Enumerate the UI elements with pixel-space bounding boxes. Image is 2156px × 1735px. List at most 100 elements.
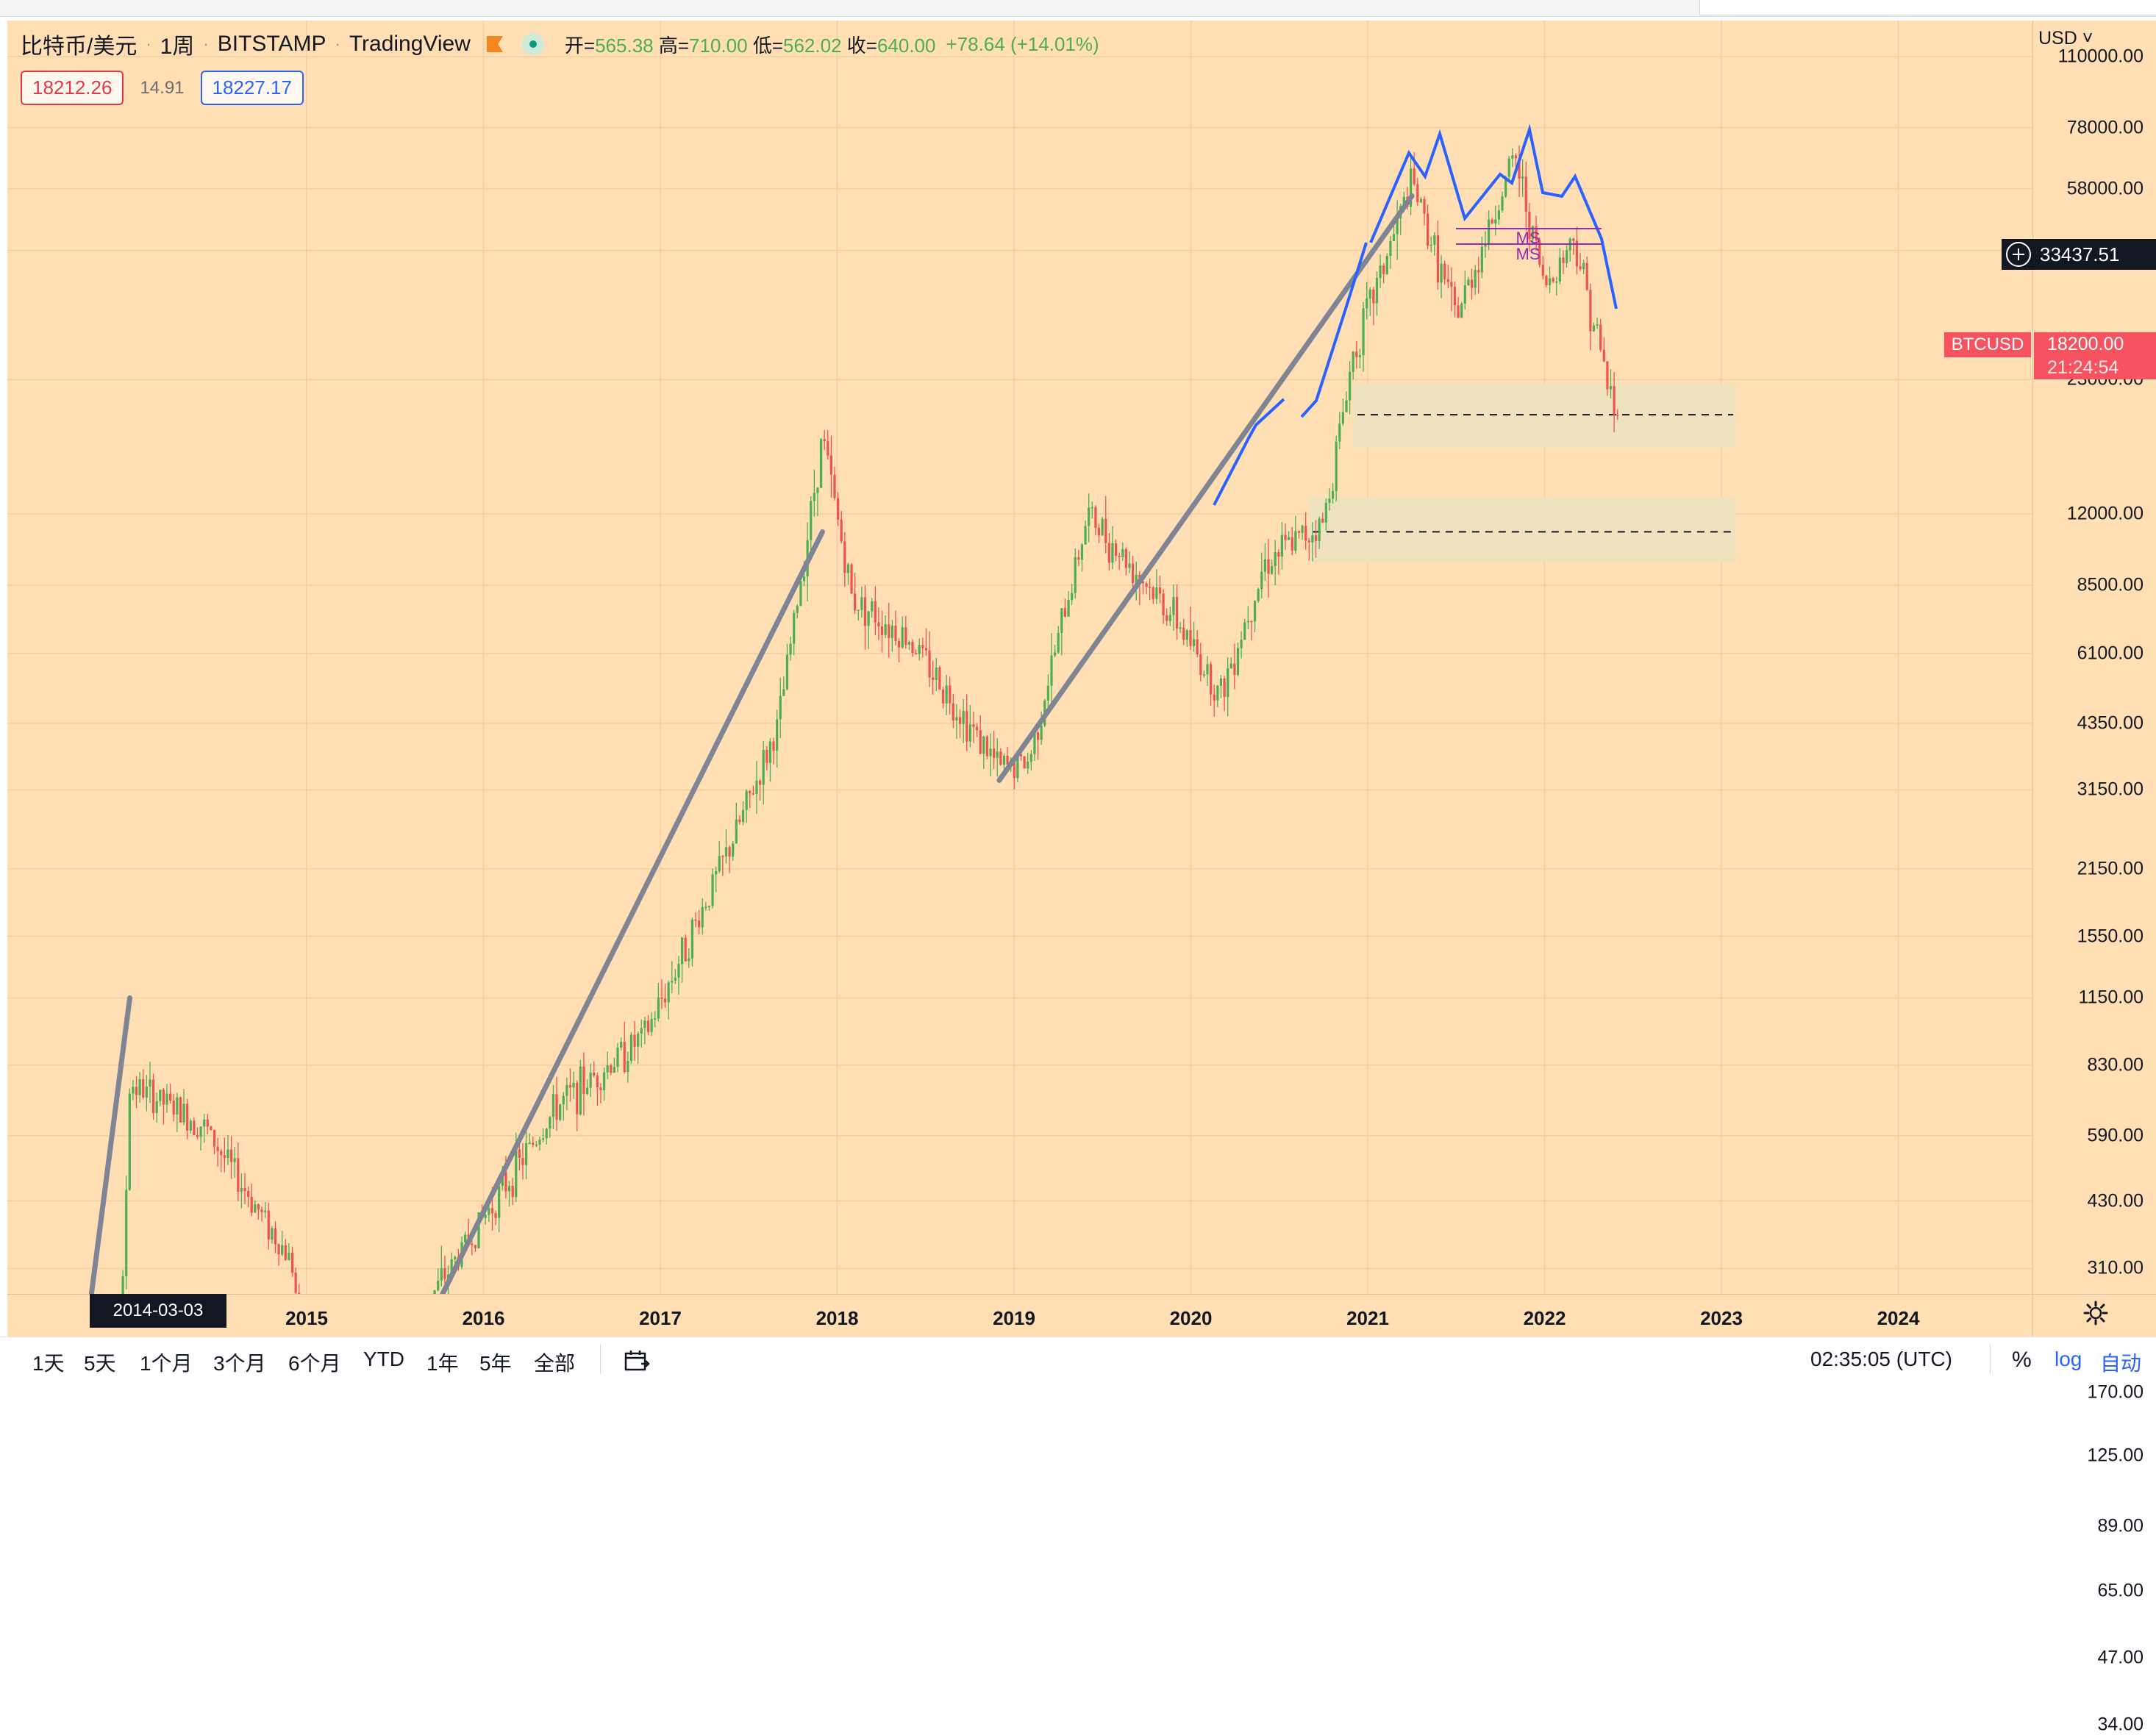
candle-body (871, 601, 874, 612)
candle-body (1331, 491, 1335, 499)
candlestick-chart[interactable]: MS MS (7, 21, 2032, 1294)
candle-body (474, 1245, 477, 1248)
candle-body (1071, 593, 1074, 600)
candle-body (1158, 587, 1162, 594)
candle-body (443, 1267, 446, 1279)
candle-body (1474, 270, 1477, 288)
range-ytd-button[interactable]: YTD (363, 1348, 404, 1370)
candle-body (698, 920, 701, 928)
utc-clock[interactable]: 02:35:05 (UTC) (1810, 1348, 1952, 1370)
candle-body (1446, 279, 1449, 282)
symbol-name[interactable]: 比特币/美元 (21, 35, 138, 59)
gear-icon[interactable] (2082, 1300, 2109, 1326)
range-5d-button[interactable]: 5天 (84, 1352, 116, 1375)
candle-body (975, 726, 979, 731)
candle-body (1427, 213, 1429, 246)
candle-body (701, 906, 704, 928)
crosshair-price: 33437.51 (2040, 243, 2120, 265)
price-axis-label: 78000.00 (2066, 117, 2143, 137)
price-axis-label: 125.00 (2087, 1445, 2143, 1466)
price-axis-label: 590.00 (2087, 1125, 2143, 1146)
add-plus-icon[interactable] (2006, 242, 2031, 267)
range-1d-button[interactable]: 1天 (32, 1352, 65, 1375)
log-scale-toggle[interactable]: log (2055, 1348, 2082, 1370)
candle-body (1149, 587, 1152, 588)
auto-scale-toggle[interactable]: 自动 (2100, 1352, 2142, 1375)
candle-body (867, 611, 870, 626)
range-3m-button[interactable]: 3个月 (213, 1352, 266, 1375)
candle-body (1124, 548, 1127, 568)
candle-body (715, 870, 718, 875)
candle-body (907, 642, 911, 645)
candle-body (1345, 400, 1348, 412)
candle-body (1036, 732, 1040, 740)
chart-plot-area[interactable]: MS MS (7, 21, 2032, 1294)
rally-line-2020[interactable] (1213, 398, 1285, 506)
candle-body (433, 1290, 436, 1294)
cursor-date-tag: 2014-03-03 (90, 1294, 226, 1328)
candle-body (1019, 754, 1023, 756)
candle-body (1423, 198, 1426, 214)
candle-body (1328, 498, 1331, 503)
flag-icon[interactable] (486, 36, 503, 52)
candle-body (854, 593, 857, 611)
range-1y-button[interactable]: 1年 (426, 1352, 459, 1375)
candle-body (637, 1033, 640, 1047)
candle-body (1013, 760, 1015, 779)
calendar-goto-icon[interactable] (624, 1349, 650, 1373)
range-5y-button[interactable]: 5年 (479, 1352, 512, 1375)
candle-body (552, 1094, 555, 1117)
high-value: 710.00 (689, 34, 748, 57)
candle-body (796, 606, 799, 613)
price-axis[interactable]: 110000.0078000.0058000.0043000.0023000.0… (2032, 21, 2156, 1734)
candle-body (484, 1214, 487, 1218)
time-axis-label: 2021 (1346, 1307, 1389, 1329)
candle-body (1280, 534, 1284, 557)
trend-line (88, 995, 132, 1294)
range-1m-button[interactable]: 1个月 (140, 1352, 193, 1375)
candle-body (749, 790, 752, 794)
market-status-icon[interactable] (521, 33, 544, 55)
candle-body (602, 1072, 606, 1090)
pattern-zigzag[interactable] (1369, 124, 1618, 310)
candle-body (1321, 518, 1324, 523)
crosshair-price-tag[interactable]: 33437.51 (2002, 239, 2156, 270)
time-axis[interactable] (7, 1294, 2032, 1337)
candle-body (674, 977, 677, 981)
price-axis-label: 8500.00 (2077, 574, 2143, 595)
candle-body (549, 1117, 552, 1129)
candle-body (613, 1067, 616, 1073)
interval-label[interactable]: 1周 (160, 35, 195, 59)
sell-button[interactable]: 18212.26 (21, 71, 124, 105)
range-all-button[interactable]: 全部 (534, 1352, 576, 1375)
candle-body (1491, 219, 1493, 223)
currency-selector[interactable]: USD ˅ (2038, 28, 2093, 49)
candle-body (1596, 324, 1599, 326)
close-label: 收= (846, 34, 877, 57)
candle-body (579, 1066, 582, 1115)
rally-line-2020-b[interactable] (1300, 242, 1368, 418)
candle-body (996, 751, 999, 758)
chevron-down-icon: ˅ (2077, 28, 2093, 49)
candle-body (1538, 240, 1541, 265)
candle-body (247, 1191, 250, 1198)
legend-separator: · (203, 35, 209, 53)
range-6m-button[interactable]: 6个月 (288, 1352, 341, 1375)
candle-body (521, 1157, 524, 1165)
candle-body (1436, 235, 1440, 283)
change-value: +78.64 (+14.01%) (946, 32, 1099, 55)
candle-body (243, 1187, 246, 1192)
candle-body (1392, 234, 1396, 241)
candle-body (274, 1228, 277, 1245)
buy-button[interactable]: 18227.17 (200, 71, 304, 105)
quote-row: 18212.26 14.91 18227.17 (21, 71, 304, 105)
last-price: 18200.00 (2047, 334, 2124, 354)
candle-body (657, 997, 660, 1019)
candle-body (1182, 627, 1185, 640)
percent-scale-toggle[interactable]: % (2012, 1348, 2032, 1372)
candle-body (1185, 630, 1188, 640)
candle-body (1324, 502, 1327, 523)
chart-legend[interactable]: 比特币/美元 · 1周 · BITSTAMP · TradingView 开=5… (21, 28, 1099, 60)
candle-body (813, 493, 815, 501)
candle-body (765, 749, 768, 763)
